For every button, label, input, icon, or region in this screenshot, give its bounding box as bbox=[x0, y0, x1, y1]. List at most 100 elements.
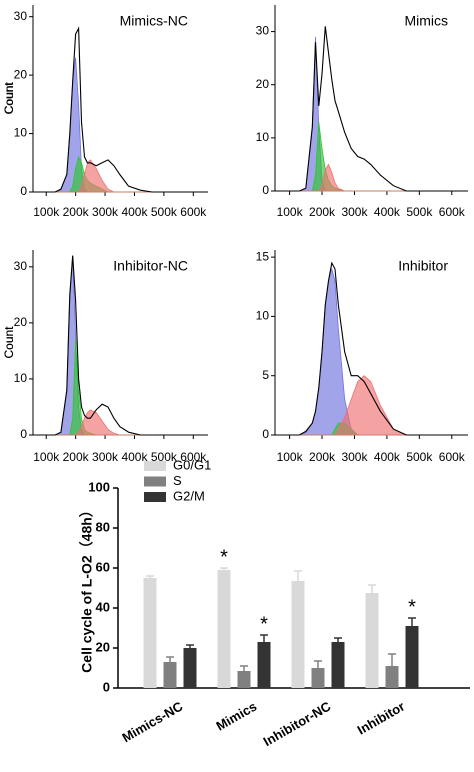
error-bar bbox=[388, 653, 396, 666]
histogram-line bbox=[299, 261, 407, 436]
x-tick-label: 200k bbox=[309, 450, 336, 464]
legend-swatch bbox=[144, 476, 166, 487]
x-tick-label: 500k bbox=[151, 205, 178, 219]
error-bar bbox=[294, 570, 302, 581]
bar bbox=[385, 666, 399, 688]
panel-title: Mimics bbox=[404, 13, 448, 29]
y-tick-label: 10 bbox=[14, 126, 28, 140]
x-tick-label: Mimics-NC bbox=[120, 698, 186, 745]
x-tick-label: 500k bbox=[151, 450, 178, 464]
y-tick-label: 5 bbox=[262, 368, 269, 382]
error-bar bbox=[186, 644, 194, 648]
y-axis-label: Count bbox=[2, 326, 16, 359]
bar bbox=[291, 581, 305, 688]
histogram-line bbox=[54, 255, 153, 436]
x-tick-label: 300k bbox=[341, 205, 368, 219]
y-tick-label: 15 bbox=[256, 249, 270, 263]
x-tick-label: 300k bbox=[341, 450, 368, 464]
bar bbox=[331, 642, 345, 688]
error-bar bbox=[314, 660, 322, 668]
error-bar bbox=[146, 575, 154, 578]
error-bar bbox=[240, 665, 248, 671]
y-axis-label: Count bbox=[2, 82, 16, 115]
y-tick-label: 60 bbox=[96, 559, 110, 574]
y-tick-label: 20 bbox=[14, 315, 28, 329]
x-tick-label: Inhibitor bbox=[355, 699, 408, 738]
histogram-area bbox=[55, 159, 153, 193]
x-tick-label: 400k bbox=[374, 205, 401, 219]
x-tick-label: 600k bbox=[180, 450, 207, 464]
y-tick-label: 10 bbox=[14, 371, 28, 385]
x-tick-label: 300k bbox=[92, 450, 119, 464]
bar bbox=[257, 642, 271, 688]
y-tick-label: 0 bbox=[103, 679, 110, 694]
x-tick-label: 100k bbox=[33, 205, 60, 219]
bar bbox=[405, 626, 419, 688]
x-tick-label: 100k bbox=[277, 205, 304, 219]
error-bar bbox=[408, 617, 416, 626]
x-tick-label: 400k bbox=[121, 450, 148, 464]
x-tick-label: 400k bbox=[121, 205, 148, 219]
bar bbox=[311, 668, 325, 688]
bar bbox=[217, 570, 231, 688]
panel-title: Mimics-NC bbox=[120, 13, 188, 29]
legend-swatch bbox=[144, 492, 166, 502]
x-tick-label: 600k bbox=[439, 450, 466, 464]
y-tick-label: 10 bbox=[256, 309, 270, 323]
x-tick-label: 400k bbox=[374, 450, 401, 464]
significance-mark: * bbox=[220, 546, 228, 568]
y-tick-label: 10 bbox=[256, 130, 270, 144]
x-tick-label: 300k bbox=[92, 205, 119, 219]
x-tick-label: 500k bbox=[406, 450, 433, 464]
y-tick-label: 0 bbox=[262, 427, 269, 441]
y-tick-label: 30 bbox=[256, 24, 270, 38]
x-tick-label: 200k bbox=[63, 450, 90, 464]
x-tick-label: Inhibitor-NC bbox=[261, 698, 334, 749]
bar bbox=[237, 671, 251, 688]
histogram-area bbox=[54, 255, 153, 436]
bar bbox=[143, 578, 157, 688]
x-tick-label: Mimics bbox=[214, 699, 260, 734]
y-tick-label: 30 bbox=[14, 259, 28, 273]
y-axis-label: Count bbox=[2, 326, 16, 359]
x-tick-label: 100k bbox=[277, 450, 304, 464]
y-tick-label: 0 bbox=[20, 184, 27, 198]
error-bar bbox=[260, 634, 268, 642]
significance-mark: * bbox=[408, 596, 416, 618]
y-tick-label: 0 bbox=[20, 427, 27, 441]
significance-mark: * bbox=[260, 613, 268, 635]
y-tick-label: 20 bbox=[96, 639, 110, 654]
x-tick-label: 200k bbox=[309, 205, 336, 219]
y-tick-label: 30 bbox=[14, 9, 28, 23]
legend-swatch bbox=[144, 461, 166, 471]
histogram-area bbox=[54, 57, 153, 193]
y-tick-label: 80 bbox=[96, 519, 110, 534]
y-axis-label: Cell cycle of L-O2（48h） bbox=[79, 503, 95, 673]
x-tick-label: 600k bbox=[439, 205, 466, 219]
panel-title: Inhibitor bbox=[398, 258, 448, 274]
legend-label: S bbox=[173, 473, 182, 488]
y-tick-label: 40 bbox=[96, 599, 110, 614]
x-tick-label: 200k bbox=[63, 205, 90, 219]
histogram-area bbox=[299, 375, 407, 436]
y-tick-label: 100 bbox=[88, 479, 110, 494]
y-axis-label: Count bbox=[2, 81, 16, 114]
error-bar bbox=[220, 567, 228, 570]
bar bbox=[163, 662, 177, 688]
bar bbox=[365, 593, 379, 688]
panel-title: Inhibitor-NC bbox=[113, 258, 188, 274]
legend-label: G2/M bbox=[173, 488, 205, 503]
histogram-area bbox=[299, 163, 407, 192]
histogram-line bbox=[299, 26, 407, 192]
x-tick-label: 500k bbox=[406, 205, 433, 219]
error-bar bbox=[368, 584, 376, 593]
x-tick-label: 600k bbox=[180, 205, 207, 219]
legend-label: G0/G1 bbox=[173, 457, 211, 472]
y-tick-label: 0 bbox=[262, 183, 269, 197]
histogram-line bbox=[54, 26, 153, 193]
error-bar bbox=[334, 637, 342, 642]
histogram-area bbox=[55, 409, 153, 436]
bar bbox=[183, 648, 197, 688]
error-bar bbox=[166, 656, 174, 662]
